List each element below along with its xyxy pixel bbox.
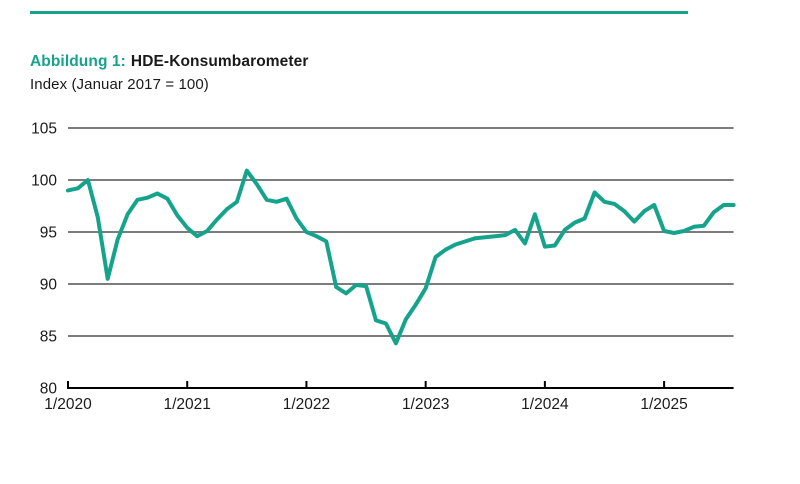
x-tick-label: 1/2020	[44, 396, 92, 413]
figure-subtitle: Index (Januar 2017 = 100)	[30, 76, 209, 93]
top-accent-rule	[30, 11, 688, 14]
figure-title: Abbildung 1: HDE-Konsumbarometer	[30, 53, 309, 71]
series-line-hde-konsumbarometer	[66, 168, 736, 346]
figure-name: HDE-Konsumbarometer	[130, 53, 309, 70]
x-tick-label: 1/2021	[164, 396, 211, 413]
y-tick-label: 80	[40, 381, 58, 398]
y-tick-label: 85	[40, 329, 57, 346]
y-tick-label: 90	[40, 277, 58, 294]
x-tick-label: 1/2025	[640, 396, 687, 413]
x-tick-label: 1/2022	[283, 396, 330, 413]
x-tick-label: 1/2024	[521, 396, 569, 413]
y-tick-label: 100	[31, 173, 57, 190]
x-tick-label: 1/2023	[402, 396, 449, 413]
y-tick-label: 105	[31, 121, 57, 138]
figure-label: Abbildung 1:	[30, 53, 126, 70]
y-tick-label: 95	[40, 225, 57, 242]
